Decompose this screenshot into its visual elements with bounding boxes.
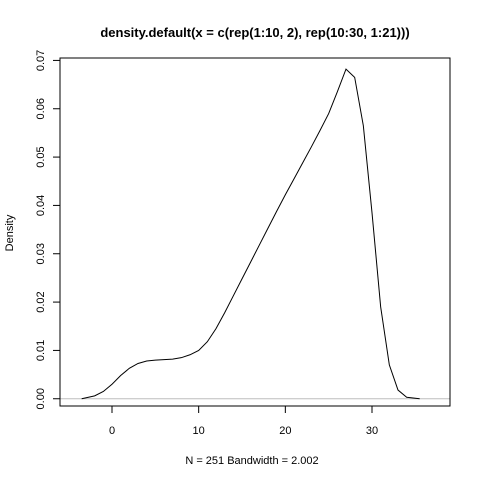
- x-tick-label: 10: [193, 425, 205, 437]
- x-tick-label: 0: [109, 425, 115, 437]
- y-tick-label: 0.07: [35, 50, 47, 71]
- y-tick-label: 0.03: [35, 243, 47, 264]
- axes: 0 10 20 30 0.00 0.01 0.02 0.03 0.04 0.05 0.06 0.07: [35, 50, 378, 437]
- chart-title: density.default(x = c(rep(1:10, 2), rep(…: [100, 25, 409, 40]
- x-axis-label: N = 251 Bandwidth = 2.002: [185, 455, 318, 467]
- y-tick-label: 0.01: [35, 340, 47, 361]
- density-line: [81, 68, 420, 400]
- plot-frame: [59, 57, 451, 407]
- y-tick-label: 0.02: [35, 291, 47, 312]
- y-tick-label: 0.00: [35, 388, 47, 409]
- y-tick-label: 0.05: [35, 146, 47, 167]
- y-tick-label: 0.06: [35, 98, 47, 119]
- x-tick-label: 20: [279, 425, 291, 437]
- x-tick-label: 30: [366, 425, 378, 437]
- y-tick-label: 0.04: [35, 195, 47, 216]
- y-axis-label: Density: [4, 214, 16, 251]
